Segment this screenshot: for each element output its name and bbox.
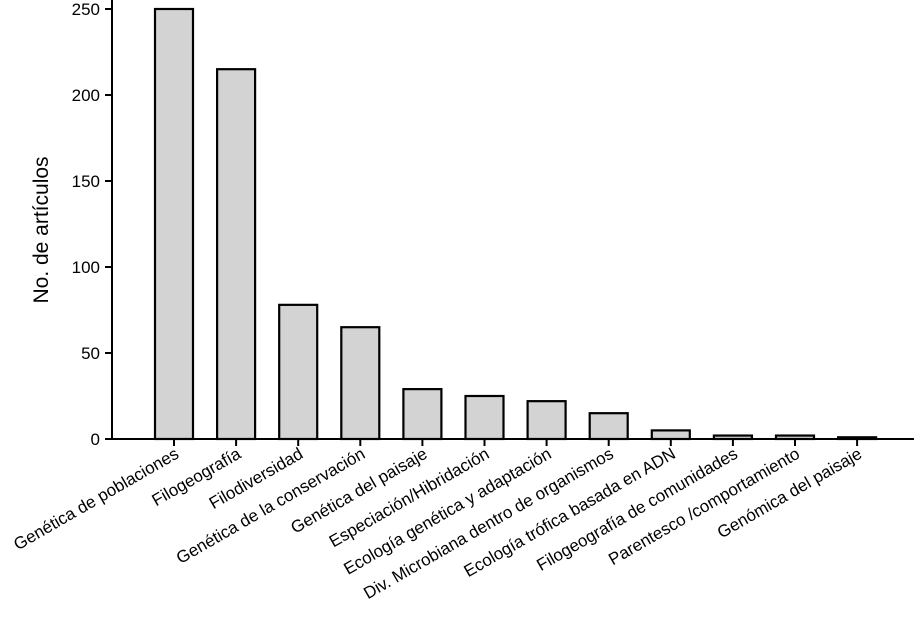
bar [340, 326, 381, 441]
bar [216, 68, 257, 441]
bars [153, 7, 878, 441]
bar [774, 434, 816, 441]
y-ticks: 0 50 100 150 200 250 [72, 0, 112, 449]
bar [588, 412, 629, 441]
y-tick-label: 0 [91, 430, 100, 449]
bar [402, 388, 443, 441]
bar [650, 429, 691, 441]
bar [836, 436, 878, 441]
y-axis-title: No. de artículos [30, 156, 53, 303]
y-tick-label: 200 [72, 86, 100, 105]
bar [526, 400, 567, 441]
y-tick-label: 250 [72, 0, 100, 19]
y-tick-label: 50 [81, 344, 100, 363]
bar [464, 394, 505, 441]
bar [278, 303, 319, 441]
bar [153, 7, 195, 441]
y-tick-label: 150 [72, 172, 100, 191]
y-tick-label: 100 [72, 258, 100, 277]
x-tick-labels: Genética de poblacionesFilogeografíaFilo… [10, 439, 865, 603]
bar [712, 434, 754, 441]
